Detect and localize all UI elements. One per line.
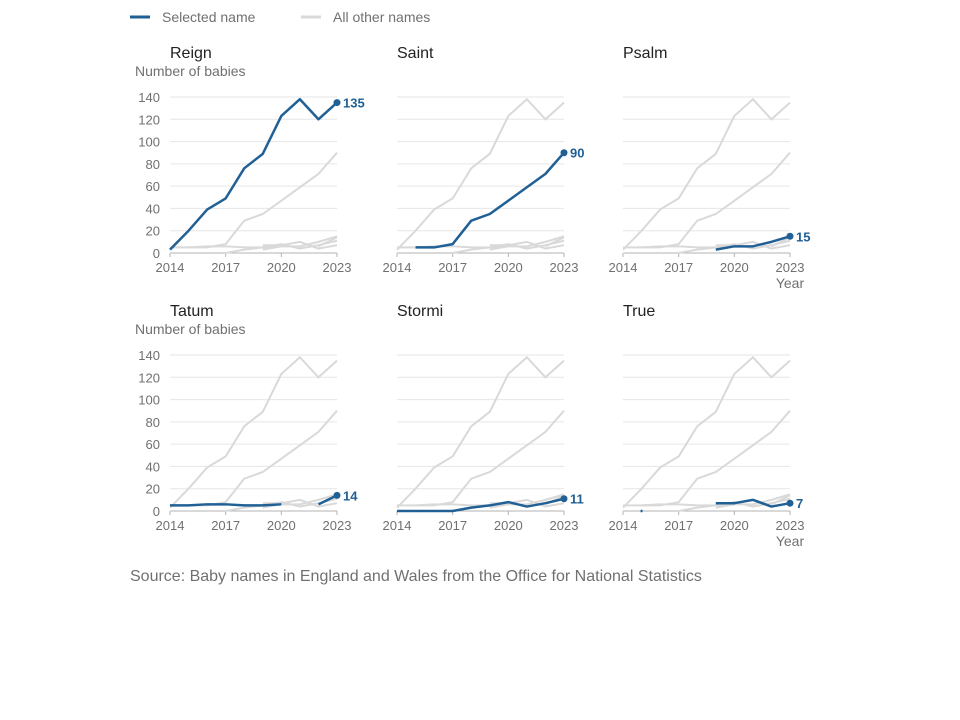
x-tick-label: 2020: [720, 518, 749, 533]
x-tick-label: 2014: [609, 518, 638, 533]
panel-title: Reign: [170, 45, 212, 62]
y-tick-label: 100: [138, 393, 160, 408]
selected-line: [715, 498, 791, 508]
other-line-true: [715, 240, 791, 250]
legend-selected-label: Selected name: [162, 9, 256, 25]
x-tick-label: 2017: [438, 260, 467, 275]
selected-line: [397, 497, 565, 513]
end-marker: [560, 149, 568, 157]
panel-title: Saint: [397, 45, 434, 62]
other-line-reign: [169, 355, 338, 509]
y-tick-label: 40: [146, 201, 160, 216]
panel-title: True: [623, 303, 655, 320]
y-tick-label: 40: [146, 459, 160, 474]
other-line-reign: [622, 97, 791, 251]
y-tick-label: 140: [138, 90, 160, 105]
x-tick-label: 2017: [664, 260, 693, 275]
other-line-reign: [396, 355, 565, 509]
x-tick-label: 2020: [267, 518, 296, 533]
panel-saint: Saint 2014 2017 2020 2023 90: [383, 45, 585, 275]
other-line-saint: [188, 410, 338, 507]
selected-line: [169, 97, 338, 251]
y-tick-label: 140: [138, 348, 160, 363]
x-axis-title: Year: [776, 275, 805, 291]
x-tick-label: 2023: [550, 518, 579, 533]
y-tick-label: 60: [146, 179, 160, 194]
x-tick-label: 2017: [211, 260, 240, 275]
x-axis-title: Year: [776, 533, 805, 549]
x-tick-label: 2020: [720, 260, 749, 275]
x-tick-label: 2017: [438, 518, 467, 533]
y-tick-label: 0: [153, 504, 160, 519]
panel-title: Tatum: [170, 303, 214, 320]
selected-line: [415, 151, 565, 249]
end-marker: [333, 99, 341, 107]
other-line-true: [262, 240, 338, 250]
selected-line: [170, 503, 282, 507]
y-axis-title: Number of babies: [135, 321, 246, 337]
x-tick-label: 2017: [664, 518, 693, 533]
y-tick-label: 80: [146, 157, 160, 172]
end-value-label: 14: [343, 488, 358, 503]
other-line-saint: [641, 152, 791, 249]
end-marker: [333, 491, 341, 499]
source-note: Source: Baby names in England and Wales …: [130, 568, 702, 585]
y-tick-label: 20: [146, 224, 160, 239]
y-tick-label: 100: [138, 135, 160, 150]
x-tick-label: 2023: [776, 518, 805, 533]
x-tick-label: 2014: [609, 260, 638, 275]
y-tick-label: 120: [138, 112, 160, 127]
end-marker: [786, 232, 794, 240]
end-marker: [560, 495, 568, 503]
end-value-label: 90: [570, 146, 584, 161]
other-line-saint: [415, 410, 565, 507]
other-line-stormi: [397, 239, 565, 254]
x-tick-label: 2020: [494, 260, 523, 275]
other-line-reign: [396, 97, 565, 251]
x-tick-label: 2023: [323, 260, 352, 275]
panel-title: Stormi: [397, 303, 443, 320]
y-axis-title: Number of babies: [135, 63, 246, 79]
panel-stormi: Stormi 2014 2017 2020 2023 11: [383, 303, 584, 533]
x-tick-label: 2023: [550, 260, 579, 275]
x-tick-label: 2014: [383, 260, 412, 275]
x-tick-label: 2020: [494, 518, 523, 533]
end-value-label: 15: [796, 229, 810, 244]
other-line-saint: [188, 152, 338, 249]
x-tick-label: 2014: [156, 518, 185, 533]
other-line-true: [262, 498, 338, 508]
y-tick-label: 80: [146, 415, 160, 430]
y-tick-label: 120: [138, 370, 160, 385]
x-tick-label: 2014: [156, 260, 185, 275]
x-tick-label: 2014: [383, 518, 412, 533]
x-tick-label: 2023: [323, 518, 352, 533]
end-value-label: 7: [796, 496, 803, 511]
end-value-label: 11: [570, 492, 584, 507]
x-tick-label: 2020: [267, 260, 296, 275]
x-tick-label: 2017: [211, 518, 240, 533]
other-line-reign: [622, 355, 791, 509]
y-tick-label: 20: [146, 482, 160, 497]
end-value-label: 135: [343, 96, 365, 111]
other-line-stormi: [623, 497, 791, 512]
end-marker: [786, 499, 794, 507]
x-tick-label: 2023: [776, 260, 805, 275]
legend-others-label: All other names: [333, 9, 430, 25]
y-tick-label: 0: [153, 246, 160, 261]
other-line-true: [489, 240, 565, 250]
legend: Selected name All other names: [130, 9, 430, 25]
other-line-stormi: [170, 239, 338, 254]
y-tick-label: 60: [146, 437, 160, 452]
other-line-saint: [641, 410, 791, 507]
other-line-stormi: [623, 239, 791, 254]
selected-line: [715, 235, 791, 251]
panel-title: Psalm: [623, 45, 667, 62]
